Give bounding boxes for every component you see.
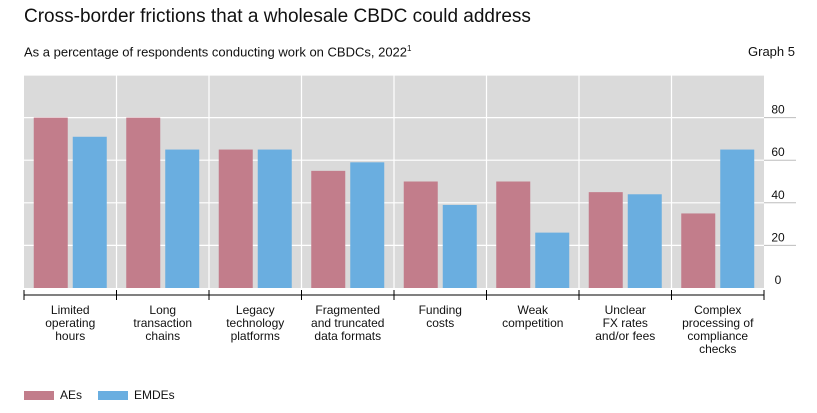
bar-aes-3: [311, 170, 346, 288]
x-tick-label-line: processing of: [682, 316, 754, 330]
x-tick-label-line: hours: [55, 329, 85, 343]
x-tick-label-line: data formats: [314, 329, 381, 343]
x-tick-label-line: chains: [145, 329, 180, 343]
x-tick-label-line: Complex: [694, 303, 741, 317]
bar-aes-6: [588, 192, 623, 288]
x-tick-label-line: compliance: [687, 329, 748, 343]
x-tick-label-7: Complex processing of compliance checks: [682, 303, 754, 356]
x-tick-label-line: checks: [699, 342, 736, 356]
x-tick-label-line: and/or fees: [595, 329, 655, 343]
bar-aes-4: [403, 181, 438, 288]
y-tick-label-40: 40: [771, 188, 785, 202]
legend-swatch-emdes: [98, 390, 129, 400]
bar-aes-7: [681, 213, 716, 288]
x-tick-label-6: Unclear FX rates and/or fees: [595, 303, 655, 343]
legend-label-aes: AEs: [60, 388, 83, 402]
x-tick-label-2: Legacy technology platforms: [226, 303, 284, 343]
x-tick-label-line: Limited: [51, 303, 90, 317]
legend: AEs EMDEs: [24, 388, 191, 402]
chart-title: Cross-border frictions that a wholesale …: [24, 6, 531, 27]
x-tick-label-4: Funding costs: [419, 303, 462, 330]
x-tick-label-5: Weak competition: [502, 303, 563, 330]
legend-swatch-aes: [24, 390, 54, 400]
y-tick-label-0: 0: [775, 273, 782, 287]
x-tick-label-0: Limited operating hours: [45, 303, 95, 343]
chart-subtitle: As a percentage of respondents conductin…: [24, 44, 411, 59]
bar-emdes-3: [350, 162, 385, 288]
x-tick-label-line: Long: [149, 303, 176, 317]
y-tick-label-80: 80: [771, 103, 785, 117]
x-tick-label-line: Funding: [419, 303, 462, 317]
x-tick-label-line: Weak: [518, 303, 549, 317]
bar-emdes-5: [535, 232, 570, 288]
x-tick-label-line: operating: [45, 316, 95, 330]
legend-item-aes: AEs: [24, 388, 82, 402]
bar-aes-0: [33, 117, 68, 288]
x-tick-label-line: costs: [426, 316, 454, 330]
x-tick-label-line: FX rates: [603, 316, 648, 330]
legend-item-emdes: EMDEs: [98, 388, 175, 402]
bar-aes-5: [496, 181, 531, 288]
bar-emdes-6: [627, 194, 662, 288]
x-tick-label-line: transaction: [133, 316, 192, 330]
x-tick-label-line: Legacy: [236, 303, 275, 317]
x-tick-label-line: platforms: [231, 329, 280, 343]
graph-label: Graph 5: [748, 44, 795, 59]
bar-emdes-4: [442, 204, 477, 288]
bar-aes-1: [126, 117, 161, 288]
y-tick-label-20: 20: [771, 230, 785, 244]
x-tick-label-line: Unclear: [605, 303, 646, 317]
bar-aes-2: [218, 149, 253, 288]
footnote-marker: 1: [407, 44, 412, 53]
bar-emdes-2: [257, 149, 292, 288]
y-tick-label-60: 60: [771, 145, 785, 159]
x-tick-label-line: technology: [226, 316, 284, 330]
x-tick-label-line: competition: [502, 316, 563, 330]
x-tick-label-3: Fragmented and truncated data formats: [311, 303, 384, 343]
x-tick-label-1: Long transaction chains: [133, 303, 192, 343]
bar-emdes-1: [165, 149, 200, 288]
bar-emdes-7: [720, 149, 755, 288]
bar-emdes-0: [72, 136, 107, 288]
x-tick-label-line: Fragmented: [315, 303, 380, 317]
legend-label-emdes: EMDEs: [134, 388, 175, 402]
subtitle-text: As a percentage of respondents conductin…: [24, 44, 408, 60]
x-tick-label-line: and truncated: [311, 316, 384, 330]
